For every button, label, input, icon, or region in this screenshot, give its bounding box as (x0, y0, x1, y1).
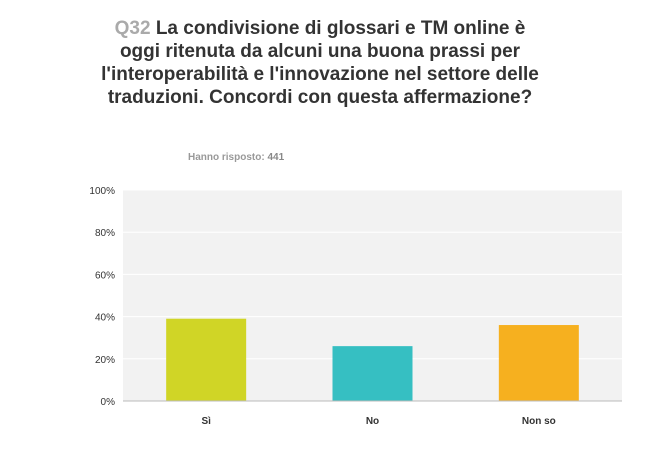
category-label: Non so (522, 416, 556, 427)
y-tick-label: 20% (95, 355, 115, 366)
y-tick-label: 100% (89, 186, 115, 197)
y-tick-labels: 0% 20% 40% 60% 80% 100% (89, 186, 115, 408)
y-tick-label: 40% (95, 313, 115, 324)
chart-title: Q32 La condivisione di glossari e TM onl… (100, 17, 540, 109)
answered-count: 441 (267, 152, 285, 163)
bars (166, 318, 579, 401)
category-label: Sì (201, 416, 211, 427)
answered-label: Hanno risposto: (188, 152, 265, 163)
question-number: Q32 (114, 18, 151, 39)
y-tick-label: 0% (101, 397, 116, 408)
category-label: No (366, 416, 379, 427)
category-labels: Sì No Non so (201, 416, 555, 427)
bar (332, 346, 413, 401)
bar (166, 318, 247, 401)
answered-info: Hanno risposto: 441 (188, 152, 284, 163)
question-text: La condivisione di glossari e TM online … (101, 18, 539, 108)
bar (498, 325, 579, 401)
y-tick-label: 60% (95, 270, 115, 281)
y-tick-label: 80% (95, 228, 115, 239)
